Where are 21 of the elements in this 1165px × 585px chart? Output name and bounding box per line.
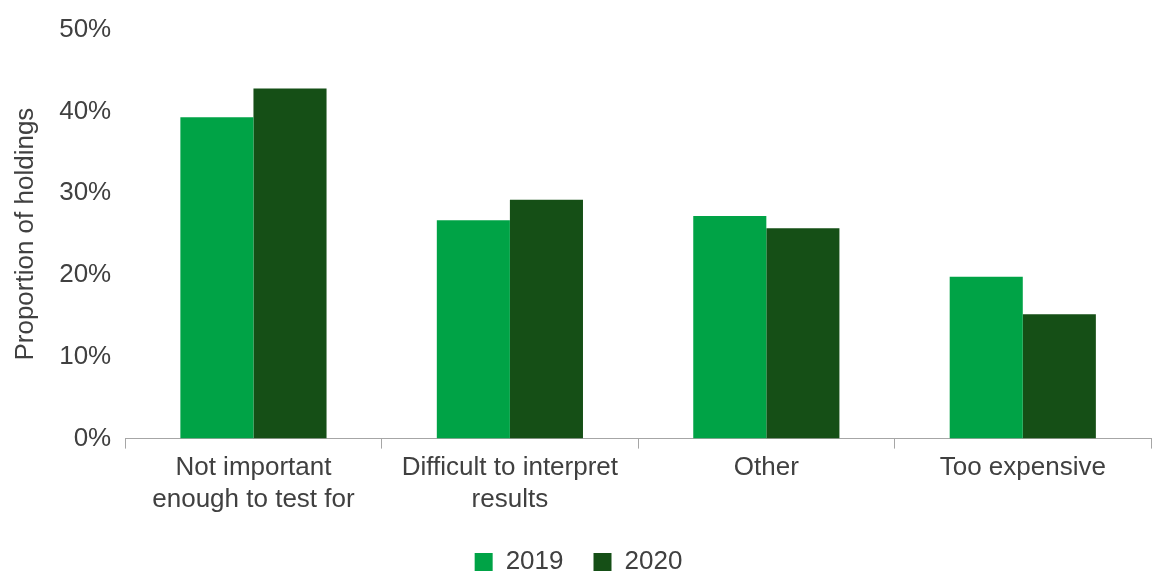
- y-axis-title: Proportion of holdings: [8, 107, 39, 361]
- x-tick-label: Not important enough to test for: [152, 451, 355, 513]
- bar: [766, 228, 840, 439]
- y-tick-label: 20%: [59, 258, 112, 289]
- legend-label: 2019: [505, 545, 564, 576]
- bar: [253, 88, 327, 439]
- y-tick-label: 50%: [59, 12, 112, 43]
- x-tick-label: Other: [733, 451, 800, 482]
- bar: [180, 117, 254, 439]
- legend-label: 2020: [624, 545, 683, 576]
- x-tick-label: Difficult to interpret results: [401, 451, 619, 513]
- y-tick-label: 0%: [73, 421, 112, 452]
- bar: [949, 276, 1023, 439]
- bar: [509, 199, 583, 439]
- bar: [693, 216, 767, 439]
- x-tick-label: Too expensive: [939, 451, 1106, 482]
- y-tick-label: 10%: [59, 339, 112, 370]
- bar: [436, 220, 510, 439]
- y-tick-label: 40%: [59, 94, 112, 125]
- bar: [1022, 314, 1096, 439]
- y-tick-label: 30%: [59, 176, 112, 207]
